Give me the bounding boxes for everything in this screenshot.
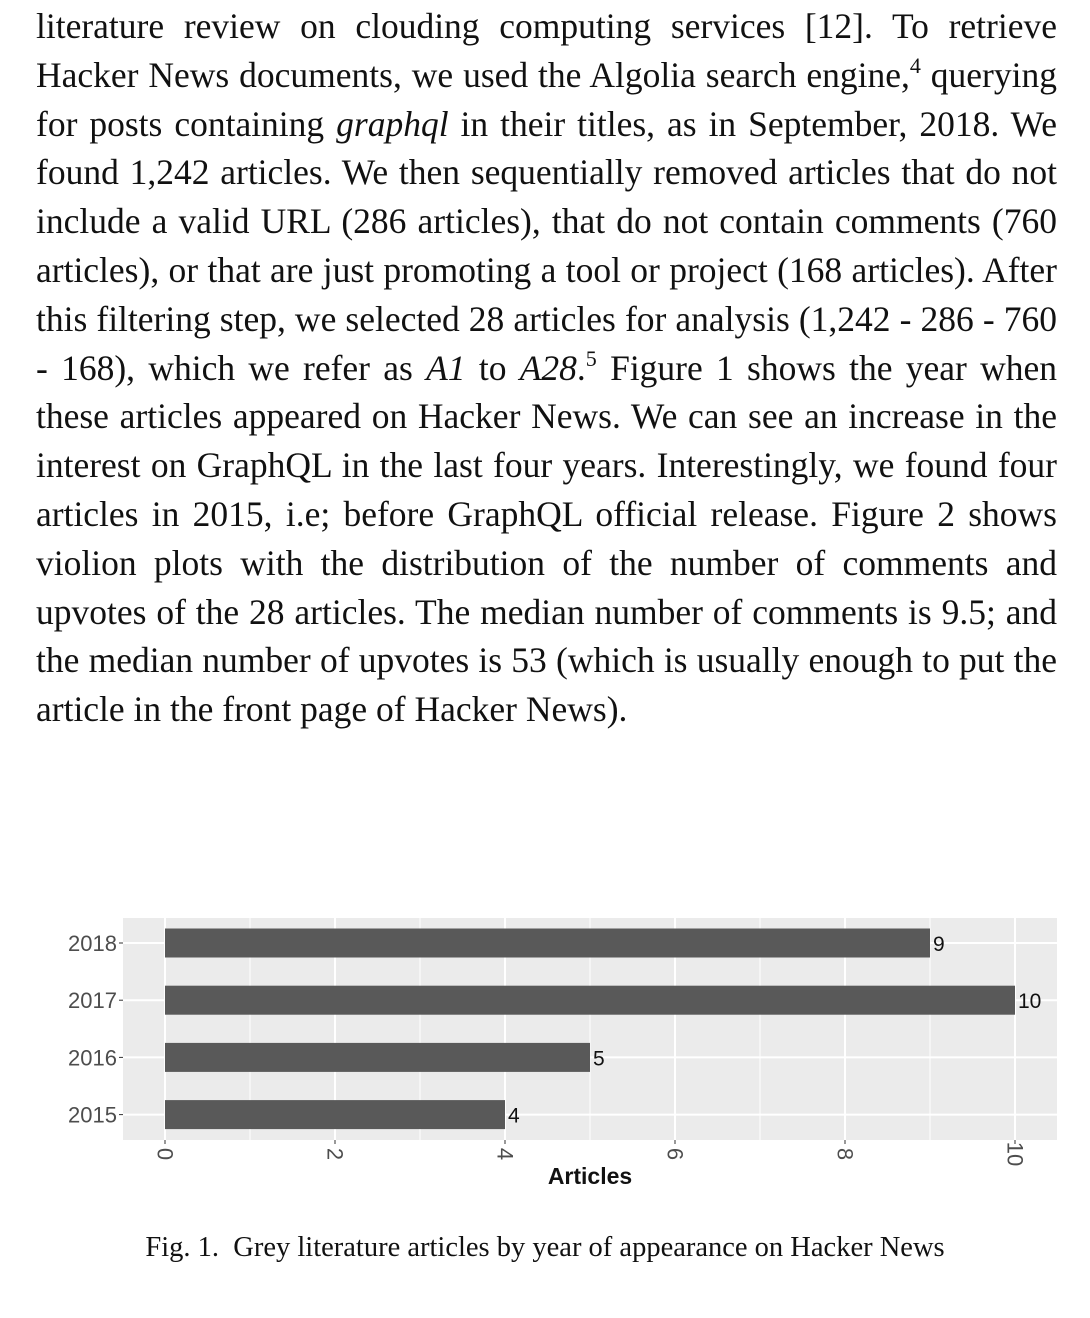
text-run: literature review on clouding computing … (36, 6, 1057, 95)
caption-label: Fig. 1. (145, 1232, 220, 1263)
bar (165, 1042, 590, 1072)
x-tick-label: 6 (663, 1148, 688, 1160)
bar-chart: 2018 9 2017 10 2016 5 2015 4 0 2 4 6 8 10 Articles (68, 918, 1057, 1189)
x-tick-label: 10 (1003, 1142, 1028, 1166)
text-run: querying for posts containing (36, 54, 1057, 144)
x-axis-title: Articles (548, 1163, 632, 1189)
data-label: 4 (508, 1105, 520, 1128)
data-label: 9 (933, 933, 945, 956)
emphasis: A28 (519, 347, 577, 388)
x-tick-label: 4 (493, 1148, 518, 1160)
footnote-marker: 4 (909, 52, 921, 78)
figure-caption: Fig. 1. Grey literature articles by year… (0, 1232, 1090, 1264)
emphasis: graphql (336, 103, 449, 144)
y-tick-label: 2017 (68, 988, 117, 1013)
text-run: Figure 1 shows the year when these artic… (36, 347, 1057, 730)
x-tick-label: 0 (153, 1148, 178, 1160)
y-tick-label: 2016 (68, 1045, 117, 1070)
y-tick-label: 2018 (68, 931, 117, 956)
bar (165, 985, 1015, 1015)
data-label: 5 (593, 1047, 605, 1070)
text-run: . (576, 347, 586, 388)
figure-1: 2018 9 2017 10 2016 5 2015 4 0 2 4 6 8 10 Articles (0, 900, 1090, 1200)
emphasis: A1 (426, 347, 466, 388)
text-run: to (465, 347, 520, 388)
caption-text: Grey literature articles by year of appe… (233, 1232, 945, 1263)
footnote-marker: 5 (585, 345, 597, 371)
data-label: 10 (1018, 990, 1041, 1013)
y-tick-label: 2015 (68, 1103, 117, 1128)
bar (165, 928, 930, 958)
x-tick-label: 2 (323, 1148, 348, 1160)
bar (165, 1100, 505, 1130)
x-tick-label: 8 (833, 1148, 858, 1160)
body-paragraph: literature review on clouding computing … (36, 2, 1057, 734)
text-run: in their titles, as in September, 2018. … (36, 103, 1058, 388)
